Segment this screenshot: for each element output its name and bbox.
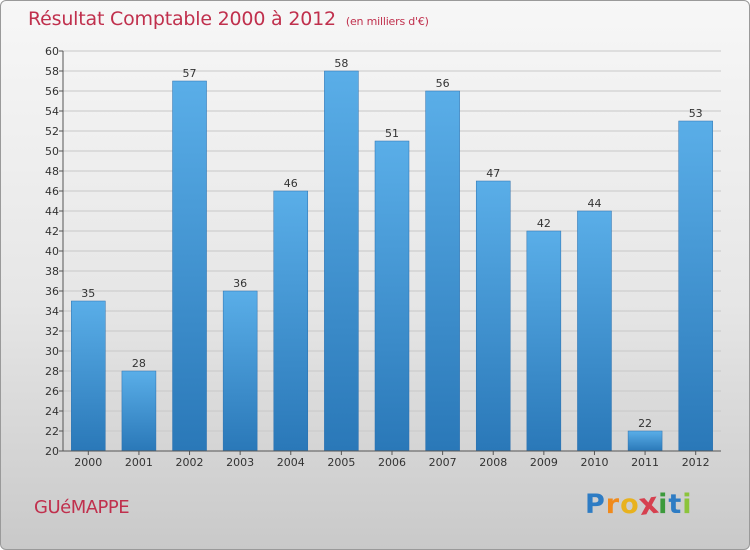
bar-2004 (273, 190, 309, 452)
city-name: GUéMAPPE (34, 497, 130, 518)
bar-2002 (172, 80, 207, 452)
proxiti-logo: Proxiti (585, 486, 693, 523)
bar-2009 (526, 230, 562, 452)
x-tick-label-2002: 2002 (176, 456, 204, 469)
x-tick-label-2011: 2011 (631, 456, 659, 469)
x-tick-label-2006: 2006 (378, 456, 406, 469)
y-tick-label: 38 (45, 265, 59, 278)
axes: 20 22 24 26 28 30 32 34 36 38 40 42 44 46 48 50 52 54 56 58… (45, 45, 721, 469)
bar-2007 (425, 90, 460, 452)
bars: 35 28 57 36 46 58 51 56 47 42 44 22 53 (71, 57, 713, 452)
y-tick-label: 26 (45, 385, 59, 398)
data-label-2002: 57 (183, 67, 197, 80)
logo-letter: i (658, 489, 669, 520)
logo-letter: P (585, 489, 606, 520)
y-tick-label: 28 (45, 365, 59, 378)
data-label-2009: 42 (537, 217, 551, 230)
x-tick-label-2007: 2007 (429, 456, 457, 469)
bar-2006 (374, 140, 410, 452)
bar-2008 (475, 180, 511, 452)
y-tick-label: 54 (45, 105, 59, 118)
data-label-2004: 46 (284, 177, 298, 190)
x-tick-label-2004: 2004 (277, 456, 305, 469)
logo-letter: o (620, 489, 640, 520)
bar-2012 (678, 120, 713, 452)
y-tick-label: 42 (45, 225, 59, 238)
chart-subtitle: (en milliers d'€) (345, 15, 429, 28)
x-tick-label-2012: 2012 (682, 456, 710, 469)
y-tick-label: 56 (45, 85, 59, 98)
bar-2010 (577, 210, 612, 452)
y-tick-label: 40 (45, 245, 59, 258)
y-tick-label: 24 (45, 405, 59, 418)
logo-letter: t (668, 489, 683, 520)
title-text: Résultat Comptable 2000 à 2012 (28, 8, 336, 30)
x-tick-label-2010: 2010 (580, 456, 608, 469)
data-label-2001: 28 (132, 357, 146, 370)
bar-2005 (324, 70, 359, 452)
y-tick-label: 44 (45, 205, 59, 218)
data-label-2008: 47 (486, 167, 500, 180)
data-label-2011: 22 (638, 417, 652, 430)
y-tick-label: 48 (45, 165, 59, 178)
data-label-2012: 53 (689, 107, 703, 120)
x-tick-label-2001: 2001 (125, 456, 153, 469)
y-tick-label: 60 (45, 45, 59, 58)
y-tick-label: 32 (45, 325, 59, 338)
bar-2003 (222, 290, 258, 452)
y-tick-label: 34 (45, 305, 59, 318)
data-label-2010: 44 (587, 197, 601, 210)
logo-letter: r (605, 489, 621, 520)
chart-title: Résultat Comptable 2000 à 2012 (en millie… (28, 8, 429, 30)
y-tick-label: 46 (45, 185, 59, 198)
bar-2000 (71, 300, 106, 452)
bar-2011 (627, 430, 663, 452)
logo-letter: i (682, 489, 693, 520)
y-tick-label: 52 (45, 125, 59, 138)
data-label-2007: 56 (436, 77, 450, 90)
y-tick-label: 58 (45, 65, 59, 78)
y-tick-label: 50 (45, 145, 59, 158)
x-tick-label-2009: 2009 (530, 456, 558, 469)
data-label-2005: 58 (334, 57, 348, 70)
data-label-2003: 36 (233, 277, 247, 290)
y-tick-label: 20 (45, 445, 59, 458)
data-label-2006: 51 (385, 127, 399, 140)
x-tick-label-2005: 2005 (327, 456, 355, 469)
logo-letter: x (636, 486, 662, 523)
x-tick-label-2008: 2008 (479, 456, 507, 469)
bar-2001 (121, 370, 157, 452)
data-label-2000: 35 (81, 287, 95, 300)
x-tick-label-2000: 2000 (74, 456, 102, 469)
y-tick-label: 22 (45, 425, 59, 438)
y-tick-label: 30 (45, 345, 59, 358)
y-tick-label: 36 (45, 285, 59, 298)
x-tick-label-2003: 2003 (226, 456, 254, 469)
